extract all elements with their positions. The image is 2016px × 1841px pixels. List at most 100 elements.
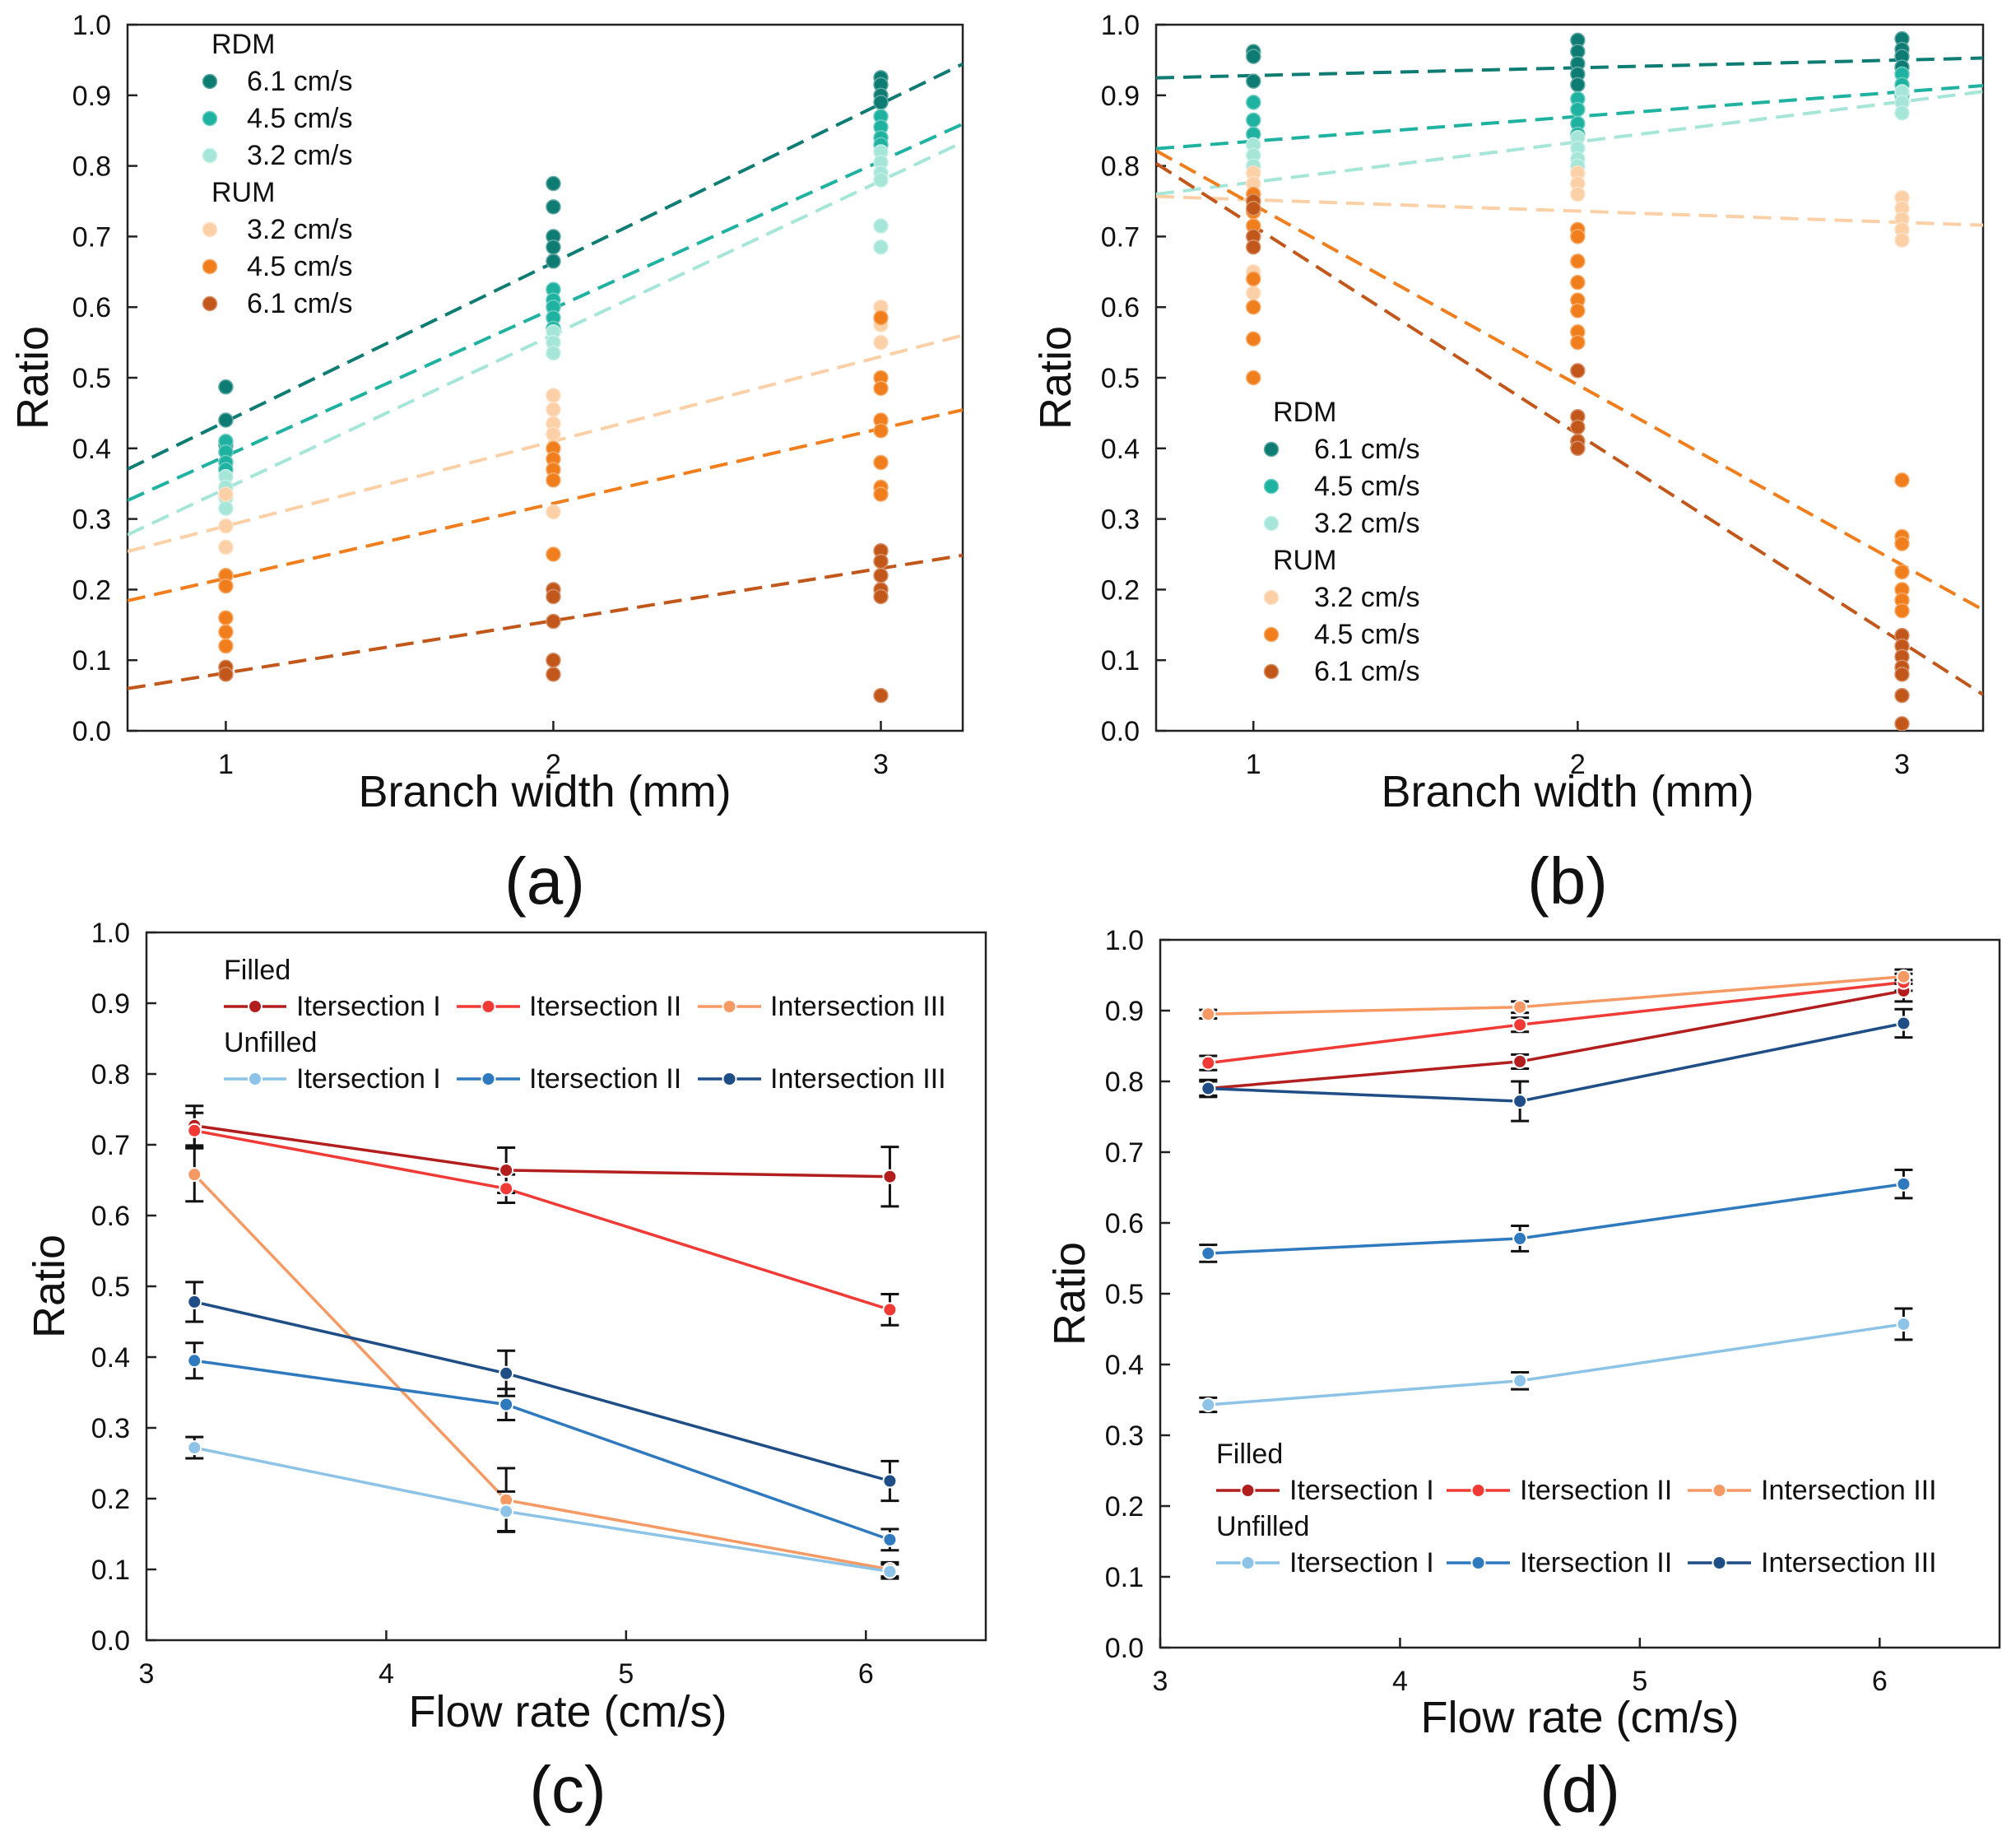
data-point	[218, 667, 234, 682]
data-point	[1896, 969, 1911, 984]
data-point	[1894, 687, 1910, 704]
y-tick-label: 1.0	[1101, 10, 1140, 41]
plot-area	[185, 1104, 899, 1580]
data-point	[546, 426, 561, 442]
y-tick-label: 0.1	[91, 1555, 130, 1586]
data-point	[546, 239, 561, 255]
x-tick-label: 4	[379, 1658, 394, 1690]
data-point	[546, 504, 561, 520]
y-tick-label: 0.8	[1105, 1067, 1144, 1098]
legend-group-title: Filled	[1216, 1439, 1283, 1470]
fit-line	[1156, 194, 1983, 227]
x-tick-label: 2	[546, 749, 561, 780]
y-tick-label: 0.7	[1105, 1137, 1144, 1169]
data-point	[1512, 1230, 1528, 1246]
legend-entry-label: Intersection III	[1761, 1547, 1937, 1578]
y-tick-label: 0.0	[1101, 716, 1140, 747]
data-point	[1201, 1055, 1216, 1071]
plot-area	[128, 63, 963, 704]
legend: RDM 6.1 cm/s 4.5 cm/s 3.2 cm/s RUM 3.2 cm/s 4.…	[1263, 397, 1419, 687]
legend-marker	[202, 147, 218, 164]
legend-group-title: Unfilled	[1216, 1511, 1309, 1542]
y-tick-label: 0.3	[72, 504, 111, 536]
y-tick-label: 0.2	[72, 574, 111, 606]
data-point	[1570, 274, 1586, 291]
data-point	[1896, 1176, 1911, 1192]
y-axis-label: Ratio	[1031, 326, 1080, 430]
data-point	[546, 253, 561, 269]
data-point	[218, 500, 234, 516]
y-tick-label: 0.0	[1105, 1633, 1144, 1664]
data-point	[546, 472, 561, 488]
y-axis-label: Ratio	[1045, 1242, 1094, 1346]
fit-line	[128, 333, 963, 554]
data-point	[1245, 49, 1261, 64]
data-point	[1201, 1007, 1216, 1022]
data-point	[1894, 232, 1910, 248]
x-axis-label: Flow rate (cm/s)	[408, 1687, 727, 1736]
data-point	[546, 402, 561, 417]
data-point	[1894, 536, 1910, 551]
data-point	[873, 334, 889, 351]
data-point	[499, 1162, 514, 1178]
y-tick-label: 0.2	[1101, 574, 1140, 606]
series-line	[194, 1359, 891, 1541]
data-point	[499, 1365, 514, 1381]
data-point	[873, 309, 889, 326]
data-point	[1512, 1017, 1528, 1033]
data-point	[1512, 999, 1528, 1015]
data-point	[218, 518, 234, 534]
data-point	[1201, 1081, 1216, 1096]
y-tick-label: 0.9	[91, 988, 130, 1020]
data-point	[218, 638, 234, 654]
data-point	[1245, 200, 1261, 216]
data-point	[873, 423, 889, 439]
plot-area	[1199, 968, 1913, 1414]
data-point	[546, 667, 561, 682]
legend-entry-label: 6.1 cm/s	[1314, 656, 1419, 687]
y-tick-label: 0.2	[91, 1484, 130, 1515]
legend-entry-label: 6.1 cm/s	[247, 66, 352, 97]
legend-marker	[202, 258, 218, 275]
data-point	[546, 652, 561, 668]
legend-marker	[1712, 1483, 1727, 1498]
legend-entry-label: Intersection III	[770, 991, 946, 1022]
y-tick-label: 0.0	[72, 716, 111, 747]
y-tick-label: 0.4	[1105, 1350, 1144, 1381]
data-point	[873, 687, 889, 704]
data-point	[546, 613, 561, 630]
data-point	[882, 1169, 898, 1184]
data-point	[218, 578, 234, 594]
data-point	[499, 1397, 514, 1412]
x-axis-label: Flow rate (cm/s)	[1420, 1693, 1739, 1742]
data-point	[1894, 602, 1910, 619]
data-point	[873, 567, 889, 583]
data-point	[1201, 1245, 1216, 1261]
data-point	[1245, 299, 1261, 315]
data-point	[873, 239, 889, 255]
y-tick-label: 0.6	[91, 1201, 130, 1232]
y-tick-label: 0.6	[1105, 1208, 1144, 1239]
data-point	[187, 1440, 202, 1456]
y-axis-label: Ratio	[25, 1234, 74, 1338]
data-point	[1570, 363, 1586, 379]
y-tick-label: 0.6	[72, 292, 111, 323]
y-tick-label: 1.0	[91, 918, 130, 949]
legend-entry-label: Itersection I	[296, 1063, 441, 1095]
y-tick-label: 0.4	[72, 434, 111, 465]
panel-b: 0.0 0.1 0.2 0.3 0.4 0.5 0.6 0.7 0.8 0.9 1.0 1 2 3 Bran…	[1031, 10, 1985, 918]
y-tick-label: 0.3	[91, 1413, 130, 1444]
data-point	[1245, 112, 1261, 128]
legend-marker	[1263, 663, 1280, 680]
legend-marker	[1470, 1555, 1486, 1570]
data-point	[218, 412, 234, 428]
legend-entry-label: Itersection II	[529, 1063, 681, 1095]
legend-entry-label: 3.2 cm/s	[247, 214, 352, 245]
x-tick-label: 3	[139, 1658, 155, 1690]
data-point	[1512, 1053, 1528, 1069]
data-point	[1245, 331, 1261, 347]
legend-group-title: Unfilled	[224, 1027, 317, 1058]
data-point	[1245, 370, 1261, 386]
panel-label: (d)	[1540, 1753, 1620, 1826]
